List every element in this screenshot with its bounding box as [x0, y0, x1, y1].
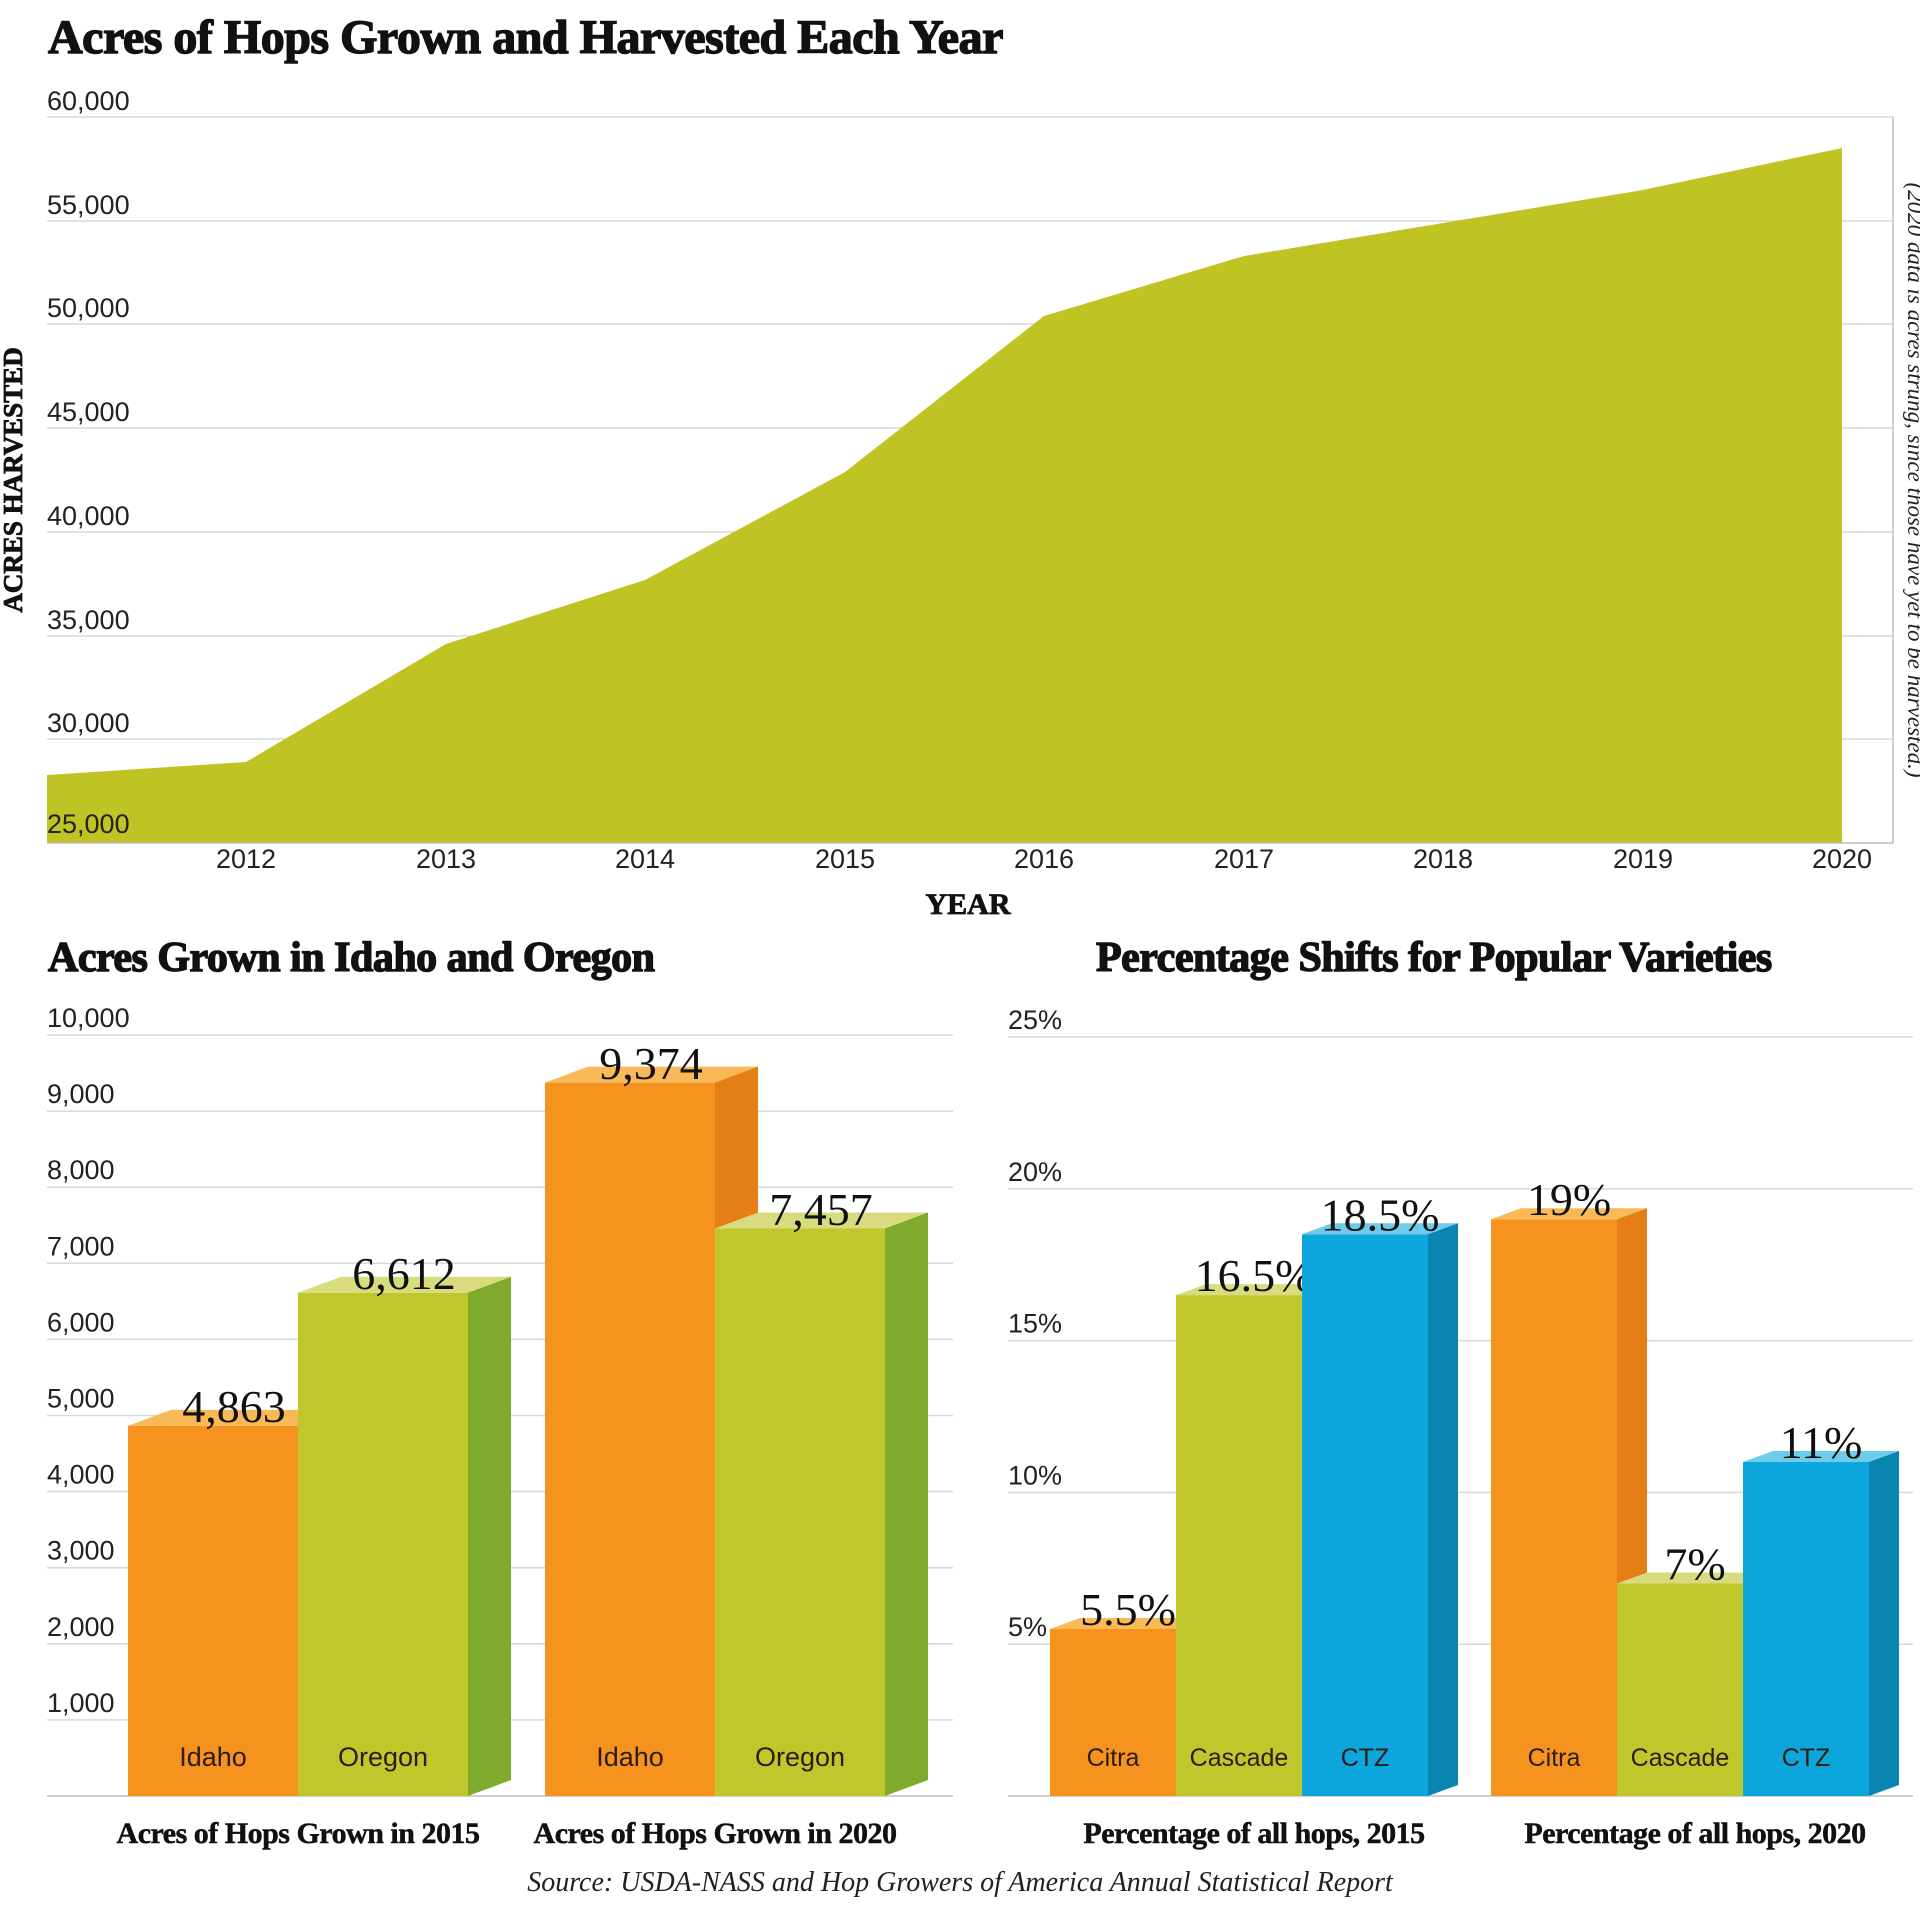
svg-text:Cascade: Cascade [1631, 1744, 1730, 1772]
svg-text:Percentage of all hops, 2020: Percentage of all hops, 2020 [1524, 1817, 1865, 1850]
svg-text:Percentage of all hops, 2015: Percentage of all hops, 2015 [1083, 1817, 1424, 1850]
svg-text:5.5%: 5.5% [1080, 1584, 1176, 1635]
svg-text:Citra: Citra [1528, 1744, 1581, 1772]
svg-text:Citra: Citra [1087, 1744, 1140, 1772]
svg-text:CTZ: CTZ [1341, 1744, 1390, 1772]
svg-text:18.5%: 18.5% [1321, 1189, 1440, 1240]
svg-text:CTZ: CTZ [1782, 1744, 1831, 1772]
svg-text:Cascade: Cascade [1190, 1744, 1289, 1772]
svg-text:16.5%: 16.5% [1195, 1250, 1314, 1301]
svg-text:19%: 19% [1527, 1174, 1611, 1225]
svg-text:10%: 10% [1008, 1460, 1062, 1490]
svg-text:5%: 5% [1008, 1612, 1047, 1642]
svg-text:25%: 25% [1008, 1005, 1062, 1035]
svg-text:20%: 20% [1008, 1157, 1062, 1187]
svg-text:15%: 15% [1008, 1309, 1062, 1339]
svg-text:11%: 11% [1780, 1417, 1863, 1468]
svg-text:7%: 7% [1664, 1539, 1725, 1590]
